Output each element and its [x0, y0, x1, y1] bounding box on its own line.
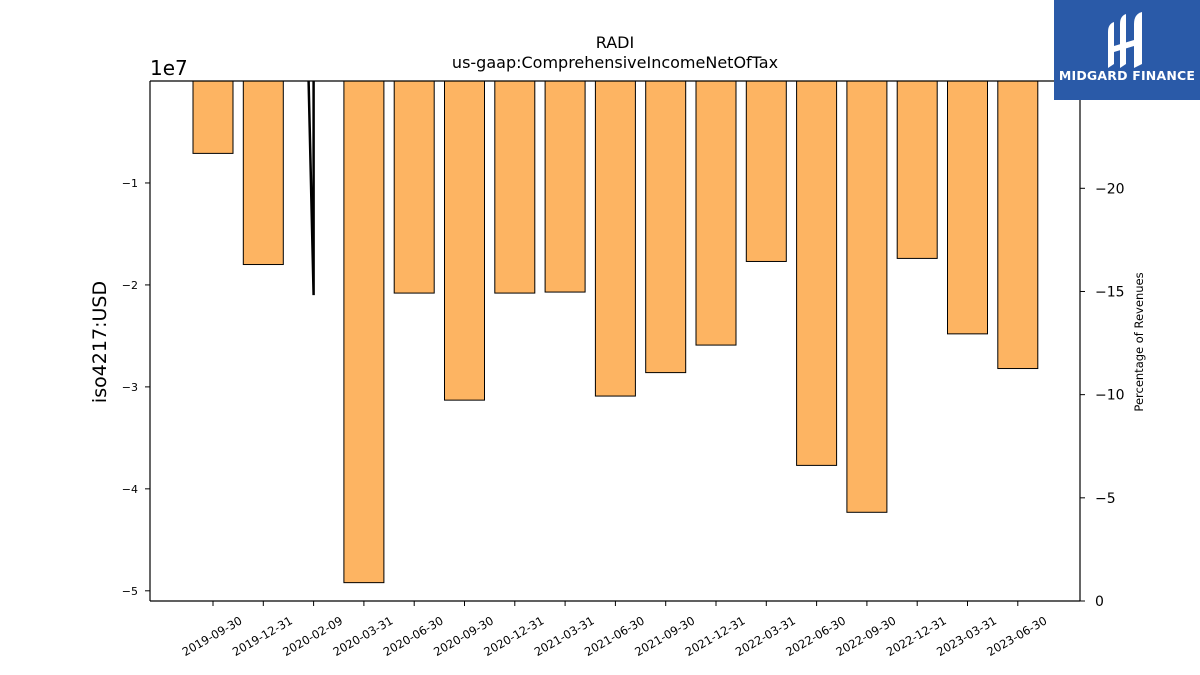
bar-2019-09-30 [192, 80, 234, 154]
y-tick-label: −2 [122, 279, 138, 292]
logo-text: MIDGARD FINANCE [1058, 68, 1196, 83]
line-layer [307, 80, 315, 296]
bars-layer [192, 80, 1039, 584]
y2-tick-label: 0 [1095, 594, 1104, 610]
bar-2019-12-31 [242, 80, 284, 266]
y-tick-label: −5 [122, 585, 138, 598]
bar-2020-12-31 [494, 80, 536, 294]
y-tick-label: −3 [122, 381, 138, 394]
y-tick-label: −4 [122, 483, 138, 496]
chart-title: RADI [596, 33, 634, 52]
midgard-logo-icon [1108, 12, 1142, 68]
bar-2022-03-31 [745, 80, 787, 262]
bar-2022-09-30 [846, 80, 888, 513]
bar-2021-12-31 [695, 80, 737, 346]
y2-tick-label: −10 [1095, 388, 1125, 404]
bar-2023-06-30 [997, 80, 1039, 370]
bar-2022-12-31 [896, 80, 938, 259]
bar-2020-09-30 [444, 80, 485, 401]
bar-2020-06-30 [393, 80, 435, 294]
y-axis-label: iso4217:USD [89, 281, 111, 403]
y-tick-label: −1 [122, 177, 138, 190]
bar-2020-03-31 [343, 80, 385, 584]
brand-logo: MIDGARD FINANCE [1054, 0, 1200, 100]
y2-tick-label: −15 [1095, 284, 1125, 300]
bar-2021-06-30 [594, 80, 636, 397]
bar-2021-03-31 [544, 80, 586, 293]
bar-2021-09-30 [645, 80, 687, 374]
y2-tick-label: −20 [1095, 181, 1125, 197]
y2-axis-label: Percentage of Revenues [1132, 272, 1146, 411]
line-series [307, 80, 315, 296]
bar-2022-06-30 [796, 80, 838, 466]
bar-2023-03-31 [947, 80, 988, 335]
y-offset-label: 1e7 [150, 56, 188, 80]
chart-subtitle: us-gaap:ComprehensiveIncomeNetOfTax [452, 53, 778, 72]
y2-tick-label: −5 [1095, 491, 1116, 507]
